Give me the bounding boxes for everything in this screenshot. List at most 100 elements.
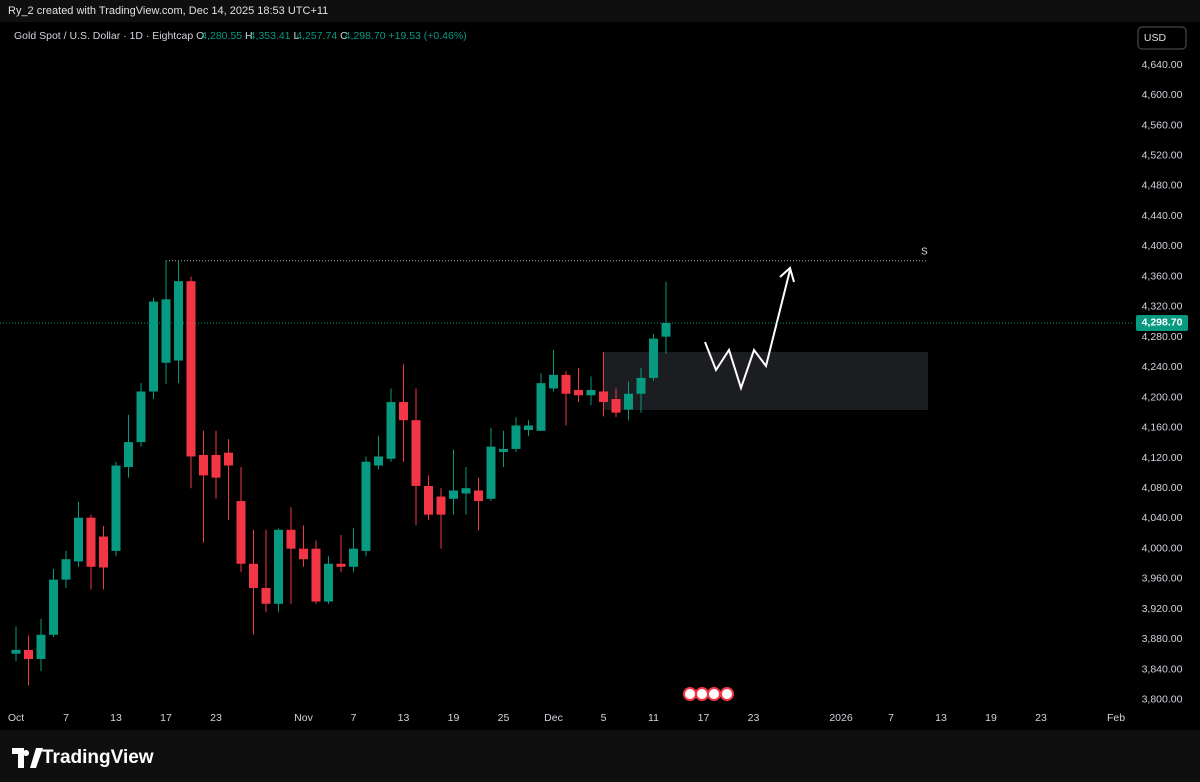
x-tick-label: Dec bbox=[544, 712, 563, 724]
currency-button[interactable] bbox=[1137, 26, 1187, 50]
candle-body bbox=[361, 461, 371, 551]
annotation: S bbox=[921, 246, 928, 257]
y-tick-label: 4,280.00 bbox=[1142, 331, 1183, 343]
candle-body bbox=[299, 548, 308, 560]
y-tick-label: 4,040.00 bbox=[1142, 512, 1183, 524]
candle-body bbox=[561, 374, 571, 394]
logo-text: TradingView bbox=[42, 747, 154, 768]
x-tick-label: 7 bbox=[351, 712, 357, 724]
projection-arrow bbox=[704, 269, 791, 392]
candle-body bbox=[74, 517, 83, 562]
candle-body bbox=[649, 338, 658, 378]
y-tick-label: 3,920.00 bbox=[1142, 603, 1183, 615]
candle-body bbox=[224, 452, 233, 466]
candle-body bbox=[311, 548, 321, 602]
y-tick-label: 4,080.00 bbox=[1142, 482, 1183, 494]
x-tick-label: 23 bbox=[748, 712, 760, 724]
candle-body bbox=[536, 383, 546, 431]
x-tick-label: Oct bbox=[8, 712, 24, 724]
last-price-box bbox=[1136, 314, 1188, 331]
candle-body bbox=[336, 563, 346, 567]
candle-body bbox=[324, 563, 333, 602]
candle-body bbox=[511, 425, 521, 449]
y-tick-label: 4,560.00 bbox=[1142, 119, 1183, 131]
candle-body bbox=[474, 490, 483, 502]
x-tick-label: 7 bbox=[888, 712, 894, 724]
candle-body bbox=[611, 399, 621, 413]
logo: TradingView bbox=[12, 747, 154, 768]
credit: Ry_2 created with TradingView.com, Dec 1… bbox=[8, 5, 328, 17]
event-icons bbox=[683, 687, 734, 701]
candle-body bbox=[211, 454, 221, 478]
candle-body bbox=[586, 389, 596, 396]
x-tick-label: 17 bbox=[160, 712, 172, 724]
candle-body bbox=[499, 448, 508, 452]
y-tick-label: 4,320.00 bbox=[1142, 301, 1183, 313]
candle-body bbox=[236, 501, 246, 564]
candle-body bbox=[249, 563, 258, 588]
candle-body bbox=[636, 377, 646, 394]
legend: Gold Spot / U.S. Dollar · 1D · Eightcap … bbox=[14, 30, 467, 42]
x-tick-label: 13 bbox=[110, 712, 122, 724]
candle-body bbox=[199, 454, 208, 476]
candle-body bbox=[399, 402, 408, 421]
l-key: L bbox=[293, 30, 299, 42]
y-tick-label: 4,160.00 bbox=[1142, 422, 1183, 434]
o-key: O bbox=[196, 30, 204, 42]
x-tick-label: 19 bbox=[985, 712, 997, 724]
x-tick-label: 23 bbox=[210, 712, 222, 724]
candle-body bbox=[86, 517, 96, 567]
y-tick-label: 4,200.00 bbox=[1142, 391, 1183, 403]
candle-body bbox=[599, 391, 608, 403]
c-value: 4,298.70 bbox=[345, 30, 386, 42]
l-value: 4,257.74 bbox=[296, 30, 337, 42]
candle-body bbox=[24, 649, 33, 659]
y-tick-label: 4,000.00 bbox=[1142, 542, 1183, 554]
candle-body bbox=[124, 442, 133, 468]
candle-body bbox=[436, 496, 446, 515]
y-tick-label: 4,120.00 bbox=[1142, 452, 1183, 464]
plot-area bbox=[0, 22, 1200, 730]
candle-body bbox=[661, 322, 671, 337]
candle-body bbox=[11, 649, 21, 654]
y-tick-label: 4,240.00 bbox=[1142, 361, 1183, 373]
candle-body bbox=[349, 548, 358, 567]
candle-body bbox=[99, 536, 108, 568]
y-tick-label: 4,440.00 bbox=[1142, 210, 1183, 222]
x-tick-label: 2026 bbox=[829, 712, 853, 724]
o-value: 4,280.55 bbox=[201, 30, 242, 42]
currency[interactable]: USD bbox=[1144, 32, 1167, 44]
y-tick-label: 3,800.00 bbox=[1142, 694, 1183, 706]
last-price-label: 4,298.70 bbox=[1142, 317, 1183, 329]
candle-body bbox=[486, 446, 496, 499]
candle-body bbox=[111, 465, 121, 551]
x-tick-label: 19 bbox=[448, 712, 460, 724]
candle-body bbox=[61, 559, 71, 580]
change: +19.53 (+0.46%) bbox=[388, 30, 466, 42]
candle-body bbox=[461, 488, 471, 494]
y-tick-label: 3,960.00 bbox=[1142, 573, 1183, 585]
y-tick-label: 4,600.00 bbox=[1142, 89, 1183, 101]
x-tick-label: 5 bbox=[601, 712, 607, 724]
candle-body bbox=[549, 374, 558, 389]
candle-body bbox=[574, 389, 583, 396]
candle-body bbox=[161, 299, 171, 363]
candle-body bbox=[149, 301, 158, 392]
h-value: 4,353.41 bbox=[250, 30, 291, 42]
candle-body bbox=[136, 391, 146, 443]
candle-body bbox=[49, 579, 58, 635]
candle-body bbox=[624, 393, 633, 410]
candle-body bbox=[411, 420, 421, 486]
candle-body bbox=[449, 490, 458, 499]
x-tick-label: 11 bbox=[648, 712, 659, 724]
event-icon bbox=[707, 687, 721, 701]
candle-body bbox=[186, 281, 196, 457]
arrow-head bbox=[779, 266, 795, 283]
logo-icon bbox=[12, 748, 43, 768]
x-tick-label: 13 bbox=[398, 712, 410, 724]
y-tick-label: 3,880.00 bbox=[1142, 633, 1183, 645]
x-tick-label: 7 bbox=[63, 712, 69, 724]
event-icon bbox=[720, 687, 734, 701]
y-tick-label: 4,360.00 bbox=[1142, 270, 1183, 282]
